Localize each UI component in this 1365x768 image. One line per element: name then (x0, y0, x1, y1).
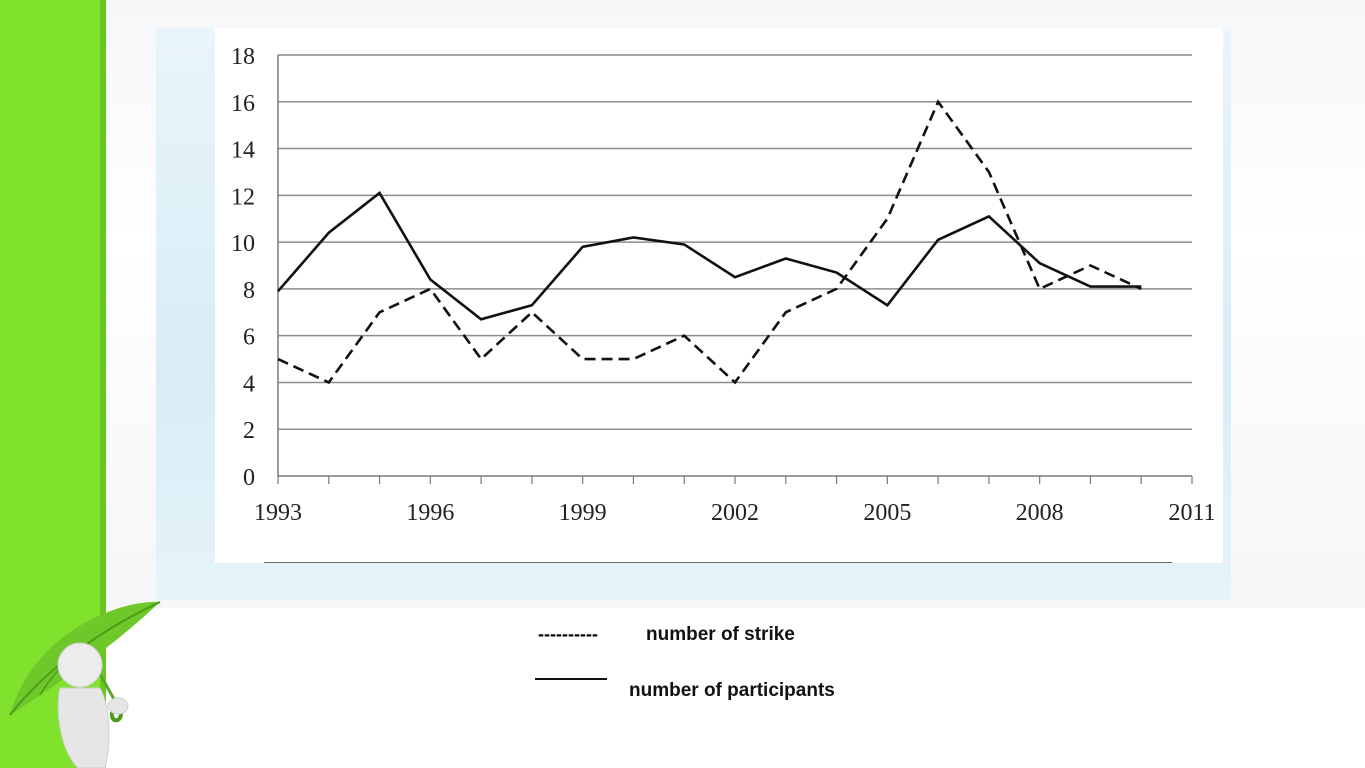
y-tick-label-18: 18 (231, 44, 255, 70)
y-tick-label-12: 12 (231, 184, 255, 210)
tick-labels: 0 2 4 6 8 10 12 14 16 18 1993 1996 1999 2002 2005 2008 2… (231, 44, 1216, 526)
x-tick-label-2011: 2011 (1168, 500, 1215, 526)
legend-strike-label: number of strike (646, 624, 795, 645)
x-tick-label-2008: 2008 (1016, 500, 1064, 526)
y-tick-label-6: 6 (243, 325, 255, 351)
y-tick-label-0: 0 (243, 465, 255, 491)
y-tick-label-4: 4 (243, 371, 255, 397)
series-lines (277, 99, 1142, 385)
legend-participants-marker (535, 678, 607, 680)
x-tick-label-2002: 2002 (711, 500, 759, 526)
series-line-participants (277, 191, 1142, 321)
x-tick-label-1993: 1993 (254, 500, 302, 526)
x-tick-label-2005: 2005 (863, 500, 911, 526)
grid-lines (278, 54, 1192, 430)
y-tick-label-14: 14 (231, 138, 255, 164)
y-tick-label-2: 2 (243, 418, 255, 444)
y-tick-label-10: 10 (231, 231, 255, 257)
x-tick-label-1996: 1996 (406, 500, 454, 526)
y-tick-label-8: 8 (243, 278, 255, 304)
chart-paper (215, 28, 1223, 563)
legend-strike-marker: ---------- (538, 624, 598, 644)
x-tick-label-1999: 1999 (559, 500, 607, 526)
y-tick-label-16: 16 (231, 91, 255, 117)
chart-underline (264, 562, 1172, 563)
umbrella-figure-illustration (9, 601, 161, 768)
slide-green-accent-line (100, 0, 106, 768)
legend-participants-label: number of participants (629, 680, 835, 701)
series-line-strike (277, 99, 1142, 385)
axes (277, 55, 1193, 484)
